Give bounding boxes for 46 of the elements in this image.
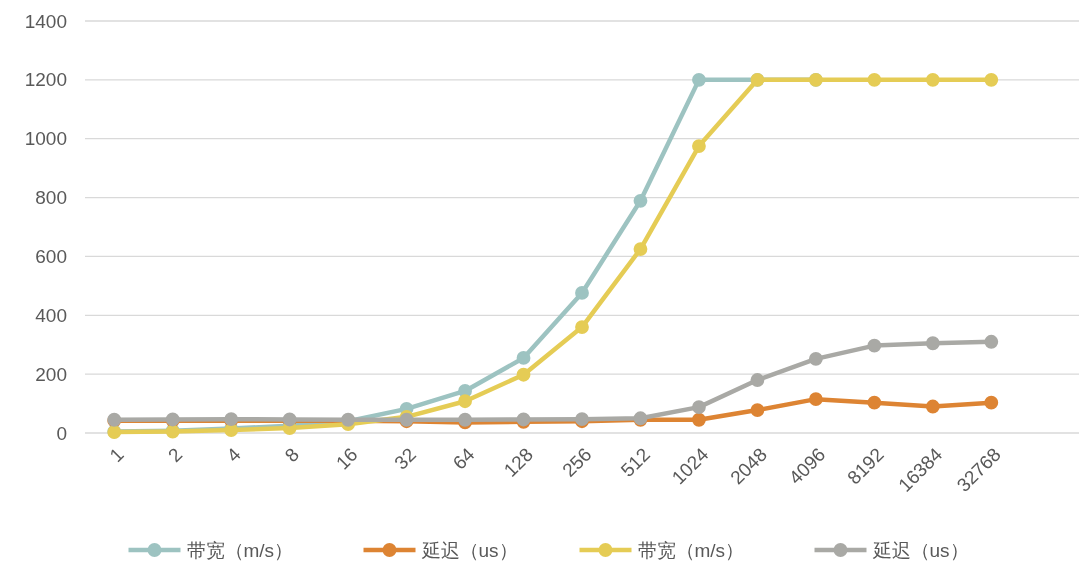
point: [925, 336, 940, 351]
y-tick-label: 1000: [24, 128, 67, 150]
y-tick-label: 800: [35, 187, 67, 209]
point: [575, 286, 589, 300]
legend-label: 延迟（us）: [420, 539, 518, 561]
y-tick-label: 200: [35, 363, 67, 385]
point: [575, 320, 589, 334]
x-tick-label: 32: [390, 443, 421, 474]
point: [867, 72, 882, 87]
point: [925, 72, 940, 87]
point: [633, 242, 648, 256]
point: [516, 351, 531, 365]
legend-label: 延迟（us）: [871, 539, 969, 561]
point: [867, 338, 882, 353]
point: [925, 399, 940, 414]
legend-label: 带宽（m/s）: [637, 539, 745, 561]
point: [984, 72, 999, 87]
y-tick-label: 1200: [24, 69, 67, 91]
point: [692, 139, 706, 153]
x-tick-label: 4: [222, 443, 246, 467]
y-tick-label: 0: [56, 422, 67, 444]
point: [633, 193, 648, 208]
y-tick-label: 400: [35, 304, 67, 326]
x-tick-label: 8: [280, 443, 304, 467]
point: [750, 373, 765, 387]
point: [692, 72, 706, 87]
point: [984, 334, 999, 349]
x-tick-label: 512: [616, 443, 654, 481]
x-tick-label: 256: [558, 443, 596, 481]
x-tick-label: 16: [331, 443, 362, 474]
point: [808, 392, 823, 407]
y-tick-label: 1400: [24, 10, 67, 32]
x-tick-label: 2: [163, 443, 187, 467]
point: [458, 394, 472, 409]
point: [692, 412, 706, 427]
point: [692, 400, 706, 414]
x-tick-label: 128: [499, 443, 538, 481]
x-tick-label: 64: [448, 443, 479, 474]
legend-label: 带宽（m/s）: [186, 539, 294, 561]
x-tick-label: 1: [105, 443, 128, 467]
point: [867, 395, 882, 410]
y-tick-label: 600: [35, 246, 67, 268]
point: [516, 367, 531, 382]
point: [984, 395, 999, 410]
point: [750, 403, 765, 417]
point: [808, 351, 823, 366]
